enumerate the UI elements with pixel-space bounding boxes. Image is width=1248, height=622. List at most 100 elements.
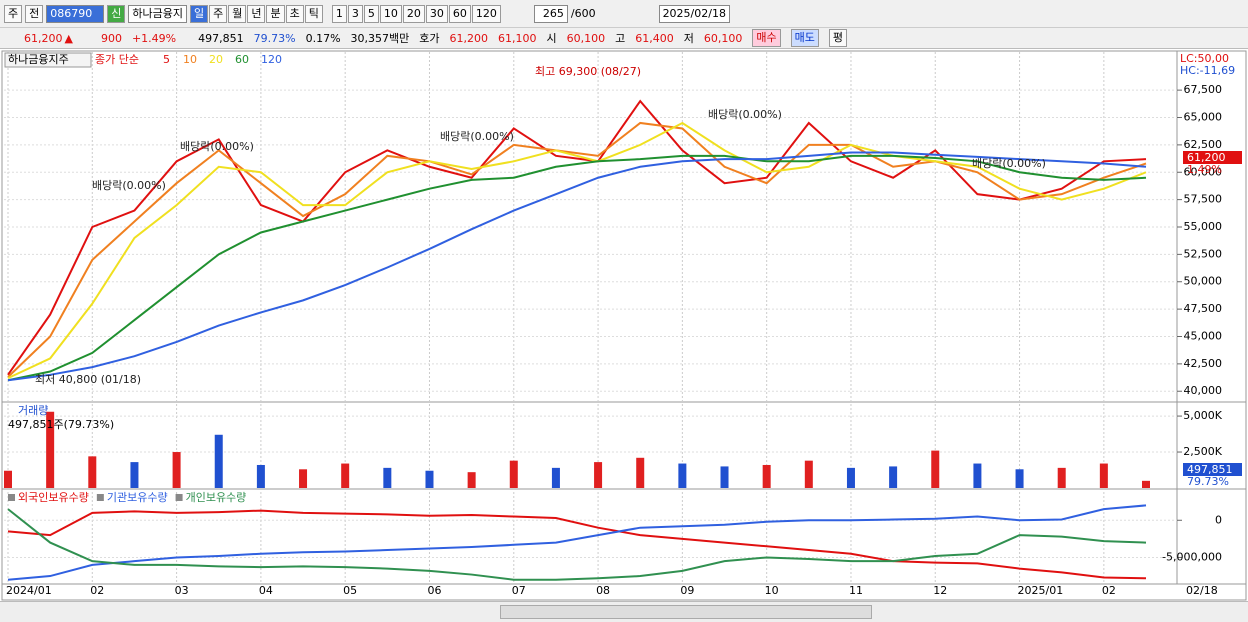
volume-subtitle: 497,851주(79.73%) [8,418,114,431]
toolbar-button[interactable]: 120 [471,4,501,23]
rate: +1.49% [131,31,177,45]
turnover: 0.17% [305,31,341,45]
high-label: 고 [615,32,626,45]
x-tick-label: 09 [680,584,694,597]
annotation: 최고 69,300 (08/27) [535,65,641,78]
low-label: 저 [683,32,694,45]
toolbar-button[interactable]: 10 [379,4,402,23]
volume-title: 거래량 [18,404,48,417]
volume-bar [846,467,855,488]
frame [1,50,1247,601]
y-tick-label: 52,500 [1184,247,1223,260]
legend-entry: 10 [183,53,197,66]
toolbar-button[interactable]: 3 [347,4,363,23]
series-line [7,508,1147,581]
toolbar-button[interactable]: 1 [331,4,347,23]
scope[interactable]: 전 [25,4,44,23]
period[interactable]: 주 [4,4,23,23]
y-tick-label: 55,000 [1184,220,1223,233]
volume-bar [256,464,265,488]
x-tick-label: 10 [765,584,779,597]
volume-bar [1057,467,1066,488]
volume-bar [46,411,55,488]
last-volume: 497,851 [1187,463,1233,476]
toolbar-button[interactable]: 년 [247,4,266,23]
y-tick-label: 57,500 [1184,193,1223,206]
volume-bar [299,469,308,488]
date[interactable]: 2025/02/18 [658,4,730,23]
legend-entry: 20 [209,53,223,66]
ask: 61,200 [449,31,489,45]
x-tick-label: 02 [1102,584,1116,597]
toolbar-button[interactable]: 월 [228,4,247,23]
toolbar-button[interactable]: 5 [363,4,379,23]
toolbar-button[interactable]: 20 [402,4,425,23]
volume-bar [130,462,139,488]
series-line [7,154,1147,382]
buy-button[interactable]: 매수 [752,29,781,47]
volume: 497,851 [198,31,244,45]
volume-rate: 79.73% [253,31,296,45]
last-volume-box [1183,463,1242,476]
x-tick-label: 03 [175,584,189,597]
y-tick-label: 45,000 [1184,329,1223,342]
volume-bar [762,464,771,488]
count[interactable]: 265 [533,4,568,23]
code-input[interactable]: 086790 [46,4,105,23]
x-tick-label: 2024/01 [6,584,52,597]
x-tick-label: 04 [259,584,273,597]
last-change: 1.49% [1187,163,1222,176]
series-line [7,504,1147,581]
toolbar-button[interactable]: 일 [189,4,209,23]
y-tick-label: 5,000K [1183,409,1222,422]
avg-button[interactable]: 평 [828,29,848,47]
legend-swatch [8,494,15,501]
last-price: 61,200 [1187,151,1226,164]
y-tick-label: 60,000 [1184,165,1223,178]
open: 60,100 [566,31,606,45]
series-line [7,99,1147,376]
volume-bar [172,452,181,488]
volume-bar [1015,469,1024,488]
y-tick-label: 47,500 [1184,302,1223,315]
chart-area: 2024/01 02 03 04 05 06 07 08 09 10 11 12 2025/01 02 02… [1,50,1247,601]
y-tick-label: 67,500 [1184,83,1223,96]
volume-bar [88,456,97,488]
chart-title: 하나금융지주 [8,52,69,66]
y-tick-label: 0 [1215,513,1222,526]
amount: 30,357백만 [350,32,410,45]
volume-bar [973,463,982,488]
toolbar-button[interactable]: 60 [448,4,471,23]
x-tick-label: 02 [90,584,104,597]
toolbar-button[interactable]: 초 [285,4,304,23]
high: 61,400 [635,31,674,45]
y-tick-label: 50,000 [1184,275,1223,288]
scrollbar[interactable] [0,601,1248,622]
volume-bar [341,463,350,488]
legend-entry: 개인보유수량 [186,491,247,504]
y-tick-label: 65,000 [1184,111,1223,124]
scroll-thumb[interactable] [500,605,872,619]
volume-bar [720,466,729,488]
sell-button[interactable]: 매도 [790,29,819,47]
volume-bar [636,457,645,488]
y-tick-label: 2,500K [1183,445,1222,458]
toolbar-button[interactable]: 주 [209,4,228,23]
annotation: 배당락(0.00%) [972,157,1046,170]
lc-label: LC:50,00 [1180,52,1229,65]
legend-entry: 120 [261,53,282,66]
bid: 61,100 [498,31,537,45]
volume-bar [467,472,476,488]
toolbar-button[interactable]: 분 [266,4,285,23]
volume-bar [1099,463,1108,488]
annotation: 배당락(0.00%) [708,108,782,121]
x-tick-label: 2025/01 [1018,584,1064,597]
toolbar-button[interactable]: 틱 [304,4,323,23]
volume-bar [383,467,392,488]
volume-bar [551,467,560,488]
toolbar-button[interactable]: 30 [425,4,448,23]
annotation: 최저 40,800 (01/18) [35,373,141,386]
badge: 신 [107,4,126,23]
